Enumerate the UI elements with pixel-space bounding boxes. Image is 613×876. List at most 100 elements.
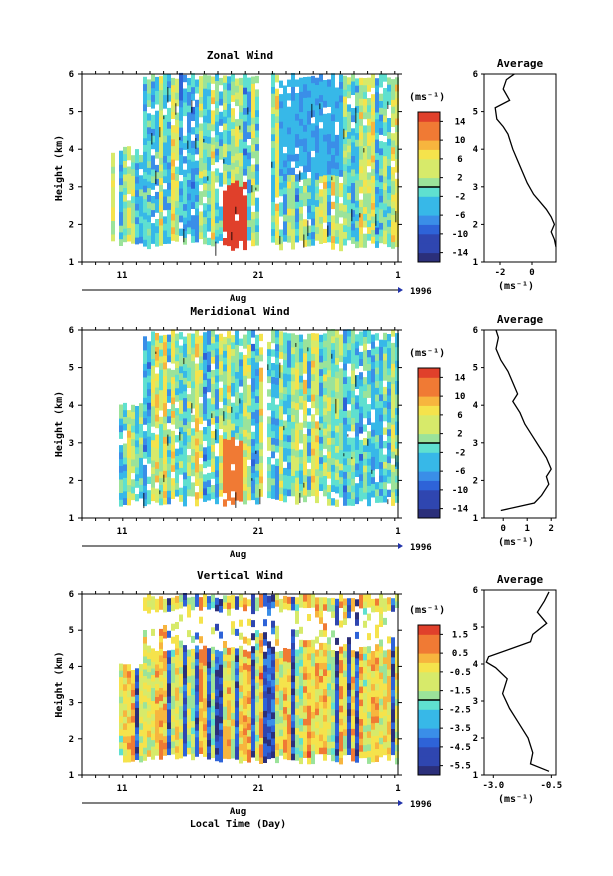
heatmap-cell (163, 605, 167, 613)
heatmap-cell (255, 382, 259, 390)
contour-mark (239, 125, 241, 130)
heatmap-cell (159, 416, 163, 425)
heatmap-cell (383, 94, 387, 102)
heatmap-cell (251, 370, 255, 379)
heatmap-cell (323, 655, 327, 663)
heatmap-cell (279, 378, 283, 386)
heatmap-cell (123, 187, 127, 195)
heatmap-cell (319, 695, 323, 702)
heatmap-cell (383, 400, 387, 408)
heatmap-cell (131, 676, 135, 684)
heatmap-cell (283, 427, 287, 435)
heatmap-cell (255, 456, 259, 464)
heatmap-cell (111, 220, 115, 228)
heatmap-cell (263, 716, 267, 724)
heatmap-cell (391, 342, 395, 351)
heatmap-cell (219, 138, 223, 147)
heatmap-cell (371, 748, 375, 756)
heatmap-cell (371, 236, 375, 244)
y-axis-label: Height (km) (53, 135, 65, 201)
heatmap-cell (235, 655, 239, 662)
heatmap-cell (327, 201, 331, 209)
heatmap-cell (331, 682, 335, 690)
heatmap-cell (295, 708, 299, 716)
heatmap-cell (127, 213, 131, 222)
contour-mark (155, 351, 157, 354)
contour-mark (259, 489, 261, 505)
heatmap-cell (143, 376, 147, 385)
heatmap-cell (387, 138, 391, 146)
heatmap-cell (391, 167, 395, 175)
heatmap-cell (183, 671, 187, 679)
heatmap-cell (119, 472, 123, 480)
heatmap-cell (283, 187, 287, 195)
heatmap-cell (251, 438, 255, 446)
heatmap-cell (327, 363, 331, 371)
contour-mark (191, 403, 193, 414)
heatmap-cell (231, 456, 235, 465)
heatmap-cell (211, 410, 215, 418)
heatmap-cell (371, 651, 375, 658)
heatmap-cell (171, 662, 175, 670)
heatmap-cell (251, 750, 255, 758)
heatmap-cell (351, 741, 355, 749)
heatmap-cell (195, 404, 199, 412)
heatmap-cell (167, 663, 171, 671)
heatmap-cell (171, 152, 175, 160)
heatmap-cell (263, 593, 267, 601)
heatmap-cell (119, 670, 123, 678)
heatmap-cell (183, 230, 187, 238)
heatmap-cell (167, 107, 171, 116)
heatmap-cell (387, 158, 391, 166)
heatmap-cell (159, 423, 163, 431)
y-tick-label: 6 (69, 590, 74, 600)
heatmap-cell (167, 702, 171, 710)
heatmap-cell (271, 215, 275, 223)
heatmap-cell (143, 695, 147, 703)
heatmap-cell (271, 181, 275, 189)
heatmap-cell (211, 178, 215, 186)
heatmap-cell (395, 653, 399, 661)
heatmap-cell (135, 439, 139, 448)
heatmap-cell (251, 711, 255, 719)
heatmap-cell (171, 688, 175, 696)
heatmap-cell (163, 87, 167, 96)
heatmap-cell (363, 620, 367, 628)
heatmap-cell (379, 202, 383, 210)
heatmap-cell (231, 653, 235, 661)
heatmap-cell (187, 675, 191, 683)
heatmap-cell (283, 687, 287, 695)
heatmap-cell (231, 477, 235, 485)
contour-mark (295, 343, 297, 347)
heatmap-cell (187, 193, 191, 201)
colorbar-swatch (418, 443, 440, 453)
heatmap-cell (155, 434, 159, 442)
heatmap-cell (163, 162, 167, 170)
heatmap-cell (271, 601, 275, 609)
heatmap-cell (211, 430, 215, 439)
heatmap-cell (147, 147, 151, 155)
heatmap-cell (127, 709, 131, 717)
heatmap-cell (347, 669, 351, 677)
heatmap-cell (167, 650, 171, 658)
heatmap-cell (207, 351, 211, 359)
heatmap-cell (323, 734, 327, 742)
heatmap-cell (299, 600, 303, 608)
heatmap-cell (347, 342, 351, 351)
heatmap-cell (327, 92, 331, 101)
colorbar-swatch (418, 499, 440, 510)
heatmap-cell (395, 461, 399, 469)
heatmap-cell (211, 144, 215, 152)
average-profile-line (485, 591, 550, 772)
heatmap-cell (207, 217, 211, 225)
heatmap-cell (151, 128, 155, 136)
heatmap-cell (251, 678, 255, 686)
heatmap-cell (351, 223, 355, 231)
heatmap-cell (167, 449, 171, 457)
heatmap-cell (219, 670, 223, 678)
heatmap-cell (123, 174, 127, 182)
heatmap-cell (267, 355, 271, 363)
heatmap-cell (375, 220, 379, 228)
heatmap-cell (151, 94, 155, 102)
heatmap-cell (147, 415, 151, 424)
